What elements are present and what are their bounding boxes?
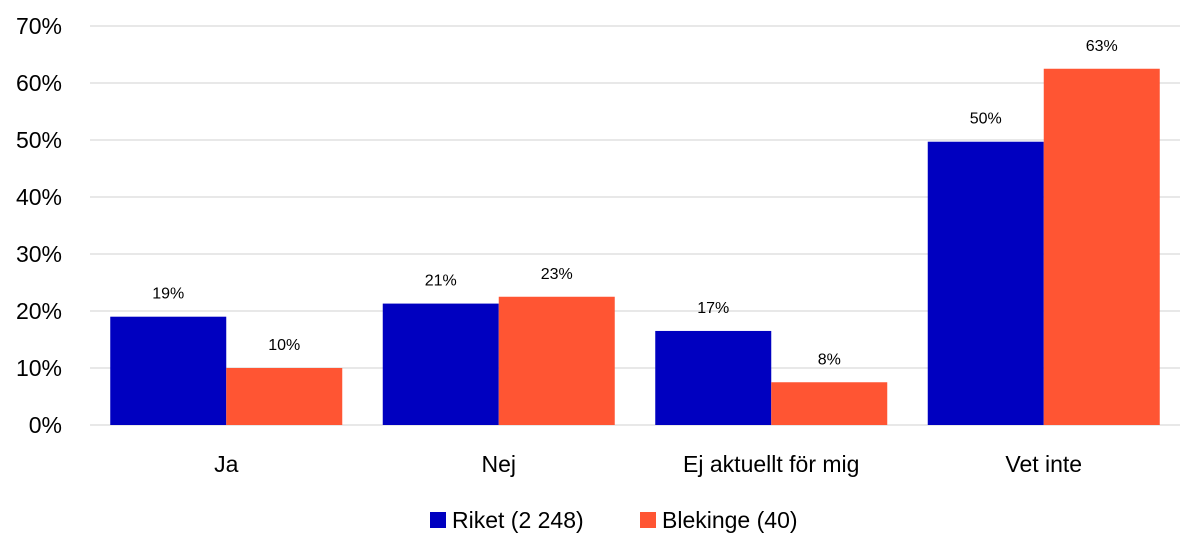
category-label: Ej aktuellt för mig: [683, 451, 859, 477]
legend-label: Riket (2 248): [452, 507, 584, 533]
data-label: 19%: [152, 286, 184, 303]
data-label: 23%: [541, 266, 573, 283]
category-label: Ja: [214, 451, 239, 477]
legend-swatch: [640, 512, 656, 528]
category-label: Nej: [481, 451, 516, 477]
legend: Riket (2 248) Blekinge (40): [430, 507, 798, 533]
bar: [110, 316, 227, 425]
data-label: 63%: [1086, 38, 1118, 55]
data-labels: 19% 10% 21% 23% 17% 8% 50% 63%: [152, 38, 1118, 369]
data-label: 10%: [268, 337, 300, 354]
y-tick-label: 40%: [16, 184, 62, 210]
y-tick-label: 20%: [16, 298, 62, 324]
x-axis-categories: Ja Nej Ej aktuellt för mig Vet inte: [214, 451, 1082, 477]
y-tick-label: 0%: [29, 412, 62, 438]
data-label: 17%: [697, 300, 729, 317]
y-tick-label: 60%: [16, 70, 62, 96]
legend-label: Blekinge (40): [662, 507, 798, 533]
y-axis-ticks: 0% 10% 20% 30% 40% 50% 60% 70%: [16, 13, 62, 438]
bar: [226, 368, 343, 425]
legend-swatch: [430, 512, 446, 528]
bar: [927, 141, 1044, 425]
category-label: Vet inte: [1005, 451, 1082, 477]
y-tick-label: 30%: [16, 241, 62, 267]
data-label: 21%: [425, 273, 457, 290]
bars: [110, 68, 1160, 425]
bar: [655, 330, 772, 425]
bar: [382, 303, 499, 425]
bar: [498, 296, 615, 425]
data-label: 50%: [970, 111, 1002, 128]
bar: [771, 382, 888, 425]
y-tick-label: 70%: [16, 13, 62, 39]
y-tick-label: 10%: [16, 355, 62, 381]
bar: [1043, 68, 1160, 425]
y-tick-label: 50%: [16, 127, 62, 153]
data-label: 8%: [818, 351, 841, 368]
